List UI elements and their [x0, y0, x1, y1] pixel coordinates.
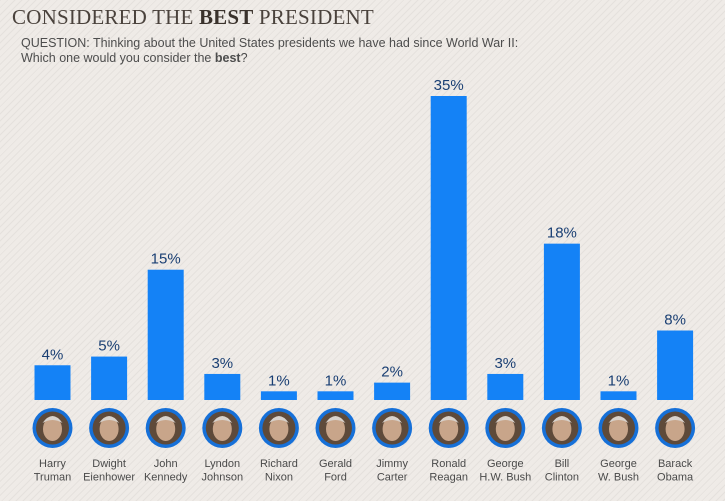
avatar-hair — [155, 416, 176, 423]
question-line-2-suffix: ? — [240, 51, 248, 65]
title-bold: BEST — [198, 5, 254, 29]
avatar-hair — [495, 416, 516, 423]
question-line-2-prefix: Which one would you consider the — [21, 51, 215, 65]
category-label: H.W. Bush — [479, 472, 531, 484]
avatar-face — [156, 417, 176, 441]
bar-value-label: 35% — [434, 77, 464, 94]
avatar-hair — [608, 416, 629, 423]
category-label: Ronald — [431, 458, 466, 470]
avatar-face — [495, 417, 515, 441]
bar — [374, 382, 411, 400]
avatar-hair — [438, 416, 459, 423]
category-label: Kennedy — [144, 472, 188, 484]
category-label: Harry — [39, 458, 66, 470]
bar — [600, 391, 637, 400]
bar-value-label: 1% — [268, 372, 290, 389]
category-label: Truman — [34, 472, 72, 484]
bar-value-label: 3% — [211, 355, 233, 372]
avatar-face — [99, 417, 119, 441]
avatar-hair — [42, 416, 63, 423]
category-label: Reagan — [429, 472, 468, 484]
bar — [147, 269, 184, 400]
bar-value-label: 1% — [608, 372, 630, 389]
bar — [91, 356, 128, 400]
category-label: Nixon — [265, 472, 293, 484]
question-line-2-bold: best — [214, 51, 241, 65]
avatar-hair — [665, 416, 686, 423]
category-label: Dwight — [92, 458, 126, 470]
avatar-face — [665, 417, 685, 441]
category-label: W. Bush — [598, 472, 639, 484]
bar — [657, 330, 694, 400]
bar — [260, 391, 297, 400]
bar — [317, 391, 354, 400]
avatar-face — [269, 417, 289, 441]
avatar-face — [212, 417, 232, 441]
category-label: Carter — [377, 472, 408, 484]
bar-value-label: 15% — [151, 251, 181, 268]
bar — [34, 365, 71, 400]
category-label: Barack — [658, 458, 693, 470]
avatar-face — [552, 417, 572, 441]
bar-value-label: 3% — [494, 355, 516, 372]
bar-value-label: 18% — [547, 225, 577, 242]
category-label: Johnson — [202, 472, 244, 484]
question-text: QUESTION: Thinking about the United Stat… — [21, 36, 621, 66]
avatar-hair — [212, 416, 233, 423]
category-label: Jimmy — [376, 458, 408, 470]
category-label: George — [600, 458, 637, 470]
category-label: Clinton — [545, 472, 579, 484]
avatar-hair — [99, 416, 120, 423]
bar-value-label: 1% — [325, 372, 347, 389]
category-label: Lyndon — [204, 458, 240, 470]
category-label: Gerald — [319, 458, 352, 470]
avatar-face — [326, 417, 345, 441]
category-label: Ford — [324, 472, 347, 484]
title-prefix: CONSIDERED THE — [12, 5, 199, 29]
avatar-hair — [325, 416, 346, 423]
bar — [430, 96, 467, 400]
bar-value-label: 4% — [42, 346, 64, 363]
bar — [204, 373, 241, 400]
question-line-1: QUESTION: Thinking about the United Stat… — [21, 36, 519, 50]
category-label: John — [154, 458, 178, 470]
category-label: Obama — [657, 472, 694, 484]
avatar-face — [382, 417, 402, 441]
avatar-face — [609, 417, 628, 441]
category-label: George — [487, 458, 524, 470]
bar — [543, 243, 580, 400]
title-suffix: PRESIDENT — [253, 5, 374, 29]
avatar-hair — [382, 416, 403, 423]
bar-value-label: 2% — [381, 364, 403, 381]
question-line-2: Which one would you consider the best? — [21, 51, 621, 66]
page-title: CONSIDERED THE BEST PRESIDENT — [12, 5, 374, 30]
bar-value-label: 5% — [98, 338, 120, 355]
category-label: Bill — [555, 458, 570, 470]
category-label: Richard — [260, 458, 298, 470]
avatar-hair — [268, 416, 289, 423]
avatar-hair — [551, 416, 572, 423]
avatar-face — [43, 417, 62, 441]
bar-value-label: 8% — [664, 312, 686, 329]
bar — [487, 373, 524, 400]
avatar-face — [439, 417, 459, 441]
category-label: Eienhower — [83, 472, 135, 484]
